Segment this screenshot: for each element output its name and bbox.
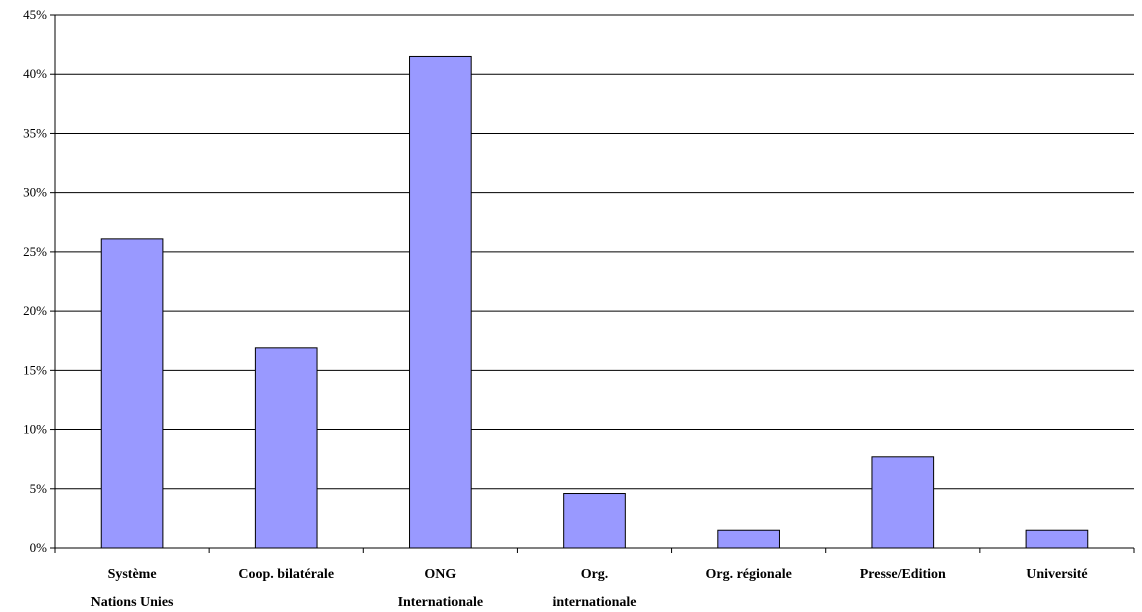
bar (717, 529, 780, 549)
bars (100, 55, 1089, 549)
y-tick-label: 45% (23, 7, 47, 22)
bar (563, 493, 626, 549)
y-tick-label: 0% (30, 540, 48, 555)
x-tick-label: Coop. bilatérale (238, 567, 334, 582)
axes (54, 15, 1135, 553)
x-tick-label: Système Nations Unies (91, 567, 174, 610)
y-tick-label: 20% (23, 303, 47, 318)
bar (1025, 529, 1089, 549)
x-tick-label: Presse/Edition (860, 567, 946, 582)
y-tick-label: 10% (23, 422, 47, 437)
x-tick-label: Org. régionale (705, 567, 791, 582)
y-tick-label: 35% (23, 125, 47, 140)
x-tick-label: Org. internationale (553, 567, 637, 610)
y-axis-ticks: 0% 5% 10% 15% 20% 25% 30% 35% 40% 45% (23, 7, 55, 555)
x-tick-label: ONG Internationale (398, 567, 484, 610)
bar (100, 238, 164, 549)
y-tick-label: 40% (23, 66, 47, 81)
y-tick-label: 5% (30, 481, 48, 496)
gridlines (55, 14, 1134, 490)
y-tick-label: 30% (23, 185, 47, 200)
bar (409, 55, 472, 549)
x-axis-labels: Système Nations Unies Coop. bilatérale ONG I… (91, 567, 1088, 610)
bar (254, 347, 318, 549)
y-tick-label: 25% (23, 244, 47, 259)
y-tick-label: 15% (23, 362, 47, 377)
bar (871, 456, 935, 549)
x-tick-label: Université (1026, 567, 1087, 582)
